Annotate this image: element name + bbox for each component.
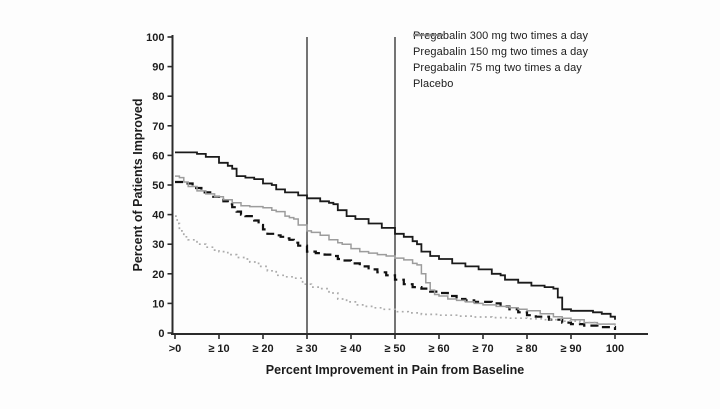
legend-item-pregabalin-75: Pregabalin 75 mg two times a day xyxy=(413,34,588,74)
x-axis-title: Percent Improvement in Pain from Baselin… xyxy=(266,363,524,377)
x-tick-label: >0 xyxy=(169,343,182,355)
y-tick-label: 40 xyxy=(152,210,164,222)
series-line-2 xyxy=(175,175,616,326)
series-line-0 xyxy=(175,151,616,320)
x-tick-label: ≥ 60 xyxy=(428,343,449,355)
legend-label: Placebo xyxy=(413,77,454,90)
legend: Pregabalin 300 mg two times a day Pregab… xyxy=(413,29,588,90)
x-tick-label: 100 xyxy=(606,343,624,355)
x-tick-label: ≥ 80 xyxy=(516,343,537,355)
y-tick-label: 30 xyxy=(152,239,164,251)
series-line-1 xyxy=(175,180,617,330)
chart-generated-layer: 0 10 20 30 40 50 60 70 80 90 100 >0 ≥ 10 ≥ 20 ≥ 30 ≥ 40… xyxy=(146,32,648,355)
y-tick-label: 80 xyxy=(152,91,164,103)
y-tick-label: 10 xyxy=(152,298,164,310)
legend-label: Pregabalin 75 mg two times a day xyxy=(413,61,582,74)
x-tick-label: ≥ 90 xyxy=(560,343,581,355)
y-tick-label: 90 xyxy=(152,62,164,74)
legend-label: Pregabalin 150 mg two times a day xyxy=(413,45,589,58)
x-tick-label: ≥ 20 xyxy=(252,343,273,355)
y-axis-title: Percent of Patients Improved xyxy=(131,99,145,272)
y-tick-label: 100 xyxy=(146,32,164,44)
y-tick-label: 60 xyxy=(152,150,164,162)
legend-label: Pregabalin 300 mg two times a day xyxy=(413,29,589,42)
legend-item-placebo: Placebo xyxy=(413,34,588,90)
y-tick-label: 20 xyxy=(152,269,164,281)
y-tick-label: 70 xyxy=(152,121,164,133)
legend-item-pregabalin-150: Pregabalin 150 mg two times a day xyxy=(413,33,589,58)
y-tick-label: 0 xyxy=(158,328,164,340)
x-tick-label: ≥ 70 xyxy=(472,343,493,355)
y-tick-label: 50 xyxy=(152,180,164,192)
x-tick-label: ≥ 50 xyxy=(384,343,405,355)
solid-gray-line-swatch xyxy=(413,34,443,36)
x-tick-label: ≥ 10 xyxy=(208,343,229,355)
x-tick-label: ≥ 30 xyxy=(296,343,317,355)
dotted-gray-line-swatch xyxy=(413,34,443,36)
x-tick-label: ≥ 40 xyxy=(340,343,361,355)
